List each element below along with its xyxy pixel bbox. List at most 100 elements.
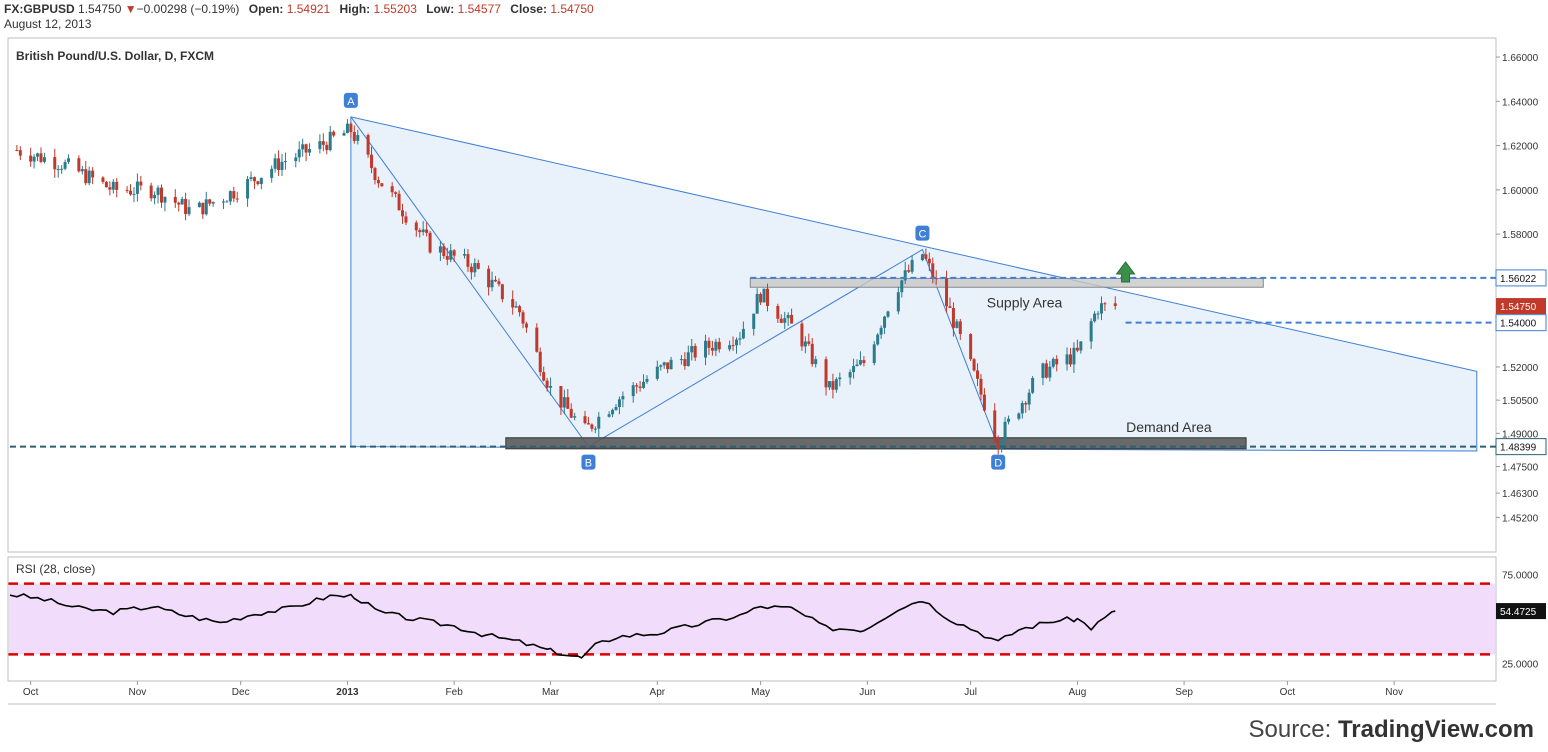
candle-down [39,153,43,162]
candle-up [755,294,759,314]
candle-down [717,341,721,350]
candle-up [669,359,673,370]
candle-down [707,340,711,348]
candle-down [321,141,325,145]
candle-up [32,156,36,162]
candle-up [900,280,904,293]
candle-down [535,327,539,352]
candle-up [1093,313,1097,322]
candle-up [834,379,838,390]
candle-up [955,321,959,328]
candle-down [1055,358,1059,365]
candle-up [473,263,477,273]
pattern-point-b [581,454,596,470]
price-change: −0.00298 (−0.19%) [136,2,240,16]
level-tag [1495,438,1547,456]
candle-down [583,416,587,424]
candle-up [549,386,553,388]
candle-down [129,190,133,195]
candle-up [342,133,346,136]
candle-up [153,194,157,199]
candle-up [614,406,618,410]
candle-down [277,158,281,171]
rsi-tick-label: 25.0000 [1502,659,1539,670]
candle-up [318,141,322,150]
candles [15,119,1117,455]
candle-up [228,191,232,202]
candle-up [886,311,890,317]
supply-zone-label: Supply Area [987,294,1063,310]
candle-down [139,181,143,186]
candle-down [325,144,329,151]
candle-down [683,359,687,367]
candle-up [617,399,621,407]
candle-up [903,270,907,281]
candle-down [1044,363,1048,378]
candle-down [418,230,422,233]
price-tick-label: 1.60000 [1502,186,1539,197]
candle-up [738,338,742,340]
candle-up [204,199,208,215]
candle-down [394,192,398,194]
last-price-tag-label: 1.54750 [1500,302,1537,313]
candle-down [924,254,928,259]
candle-down [256,181,260,184]
candle-up [910,260,914,272]
candle-up [270,168,274,178]
candle-up [421,229,425,233]
candle-down [108,187,112,190]
candle-down [125,189,129,191]
time-tick-label: Aug [1068,687,1086,698]
candle-down [996,437,1000,449]
time-tick-label: 2013 [336,687,359,698]
rsi-tick-label: 75.0000 [1502,571,1539,582]
low-value: 1.54577 [457,2,501,16]
candle-up [273,158,277,169]
candle-up [611,409,615,415]
candle-up [294,157,298,162]
rsi-pane: RSI (28, close) [8,562,1496,659]
price-tick-label: 1.49000 [1502,429,1539,440]
candle-up [283,161,287,163]
candle-up [838,377,842,380]
candle-down [376,180,380,184]
candle-up [67,158,71,163]
high-value: 1.55203 [373,2,417,16]
candle-up [1031,378,1035,393]
symbol[interactable]: FX:GBPUSD [4,2,75,16]
candle-down [958,321,962,335]
chart-header: FX:GBPUSD 1.54750 ▼−0.00298 (−0.19%) Ope… [4,2,594,32]
candle-down [1113,303,1117,306]
candle-up [80,169,84,172]
candle-down [252,177,256,182]
time-tick-label: Oct [23,687,39,698]
candle-down [15,150,19,152]
candle-up [686,352,690,367]
candle-down [993,410,997,438]
candle-down [542,372,546,381]
candle-up [187,207,191,215]
price-tick-label: 1.45200 [1502,513,1539,524]
candle-up [679,359,683,361]
candle-up [1099,303,1103,314]
candle-up [920,254,924,261]
candle-up [449,250,453,260]
price-tick-label: 1.50500 [1502,396,1539,407]
price-pane: British Pound/U.S. Dollar, D, FXCM Supply… [10,49,1496,470]
candle-down [566,397,570,409]
candle-up [855,364,859,367]
candle-down [948,306,952,308]
candle-up [562,397,566,408]
candle-up [1072,347,1076,365]
candle-up [135,181,139,194]
candle-up [690,346,694,353]
open-value: 1.54921 [286,2,331,16]
candle-down [208,199,212,204]
candle-up [662,362,666,366]
candle-up [783,318,787,323]
candle-down [1103,303,1107,305]
rsi-last-tag [1496,603,1546,620]
candle-up [308,149,312,153]
candle-down [776,305,780,319]
